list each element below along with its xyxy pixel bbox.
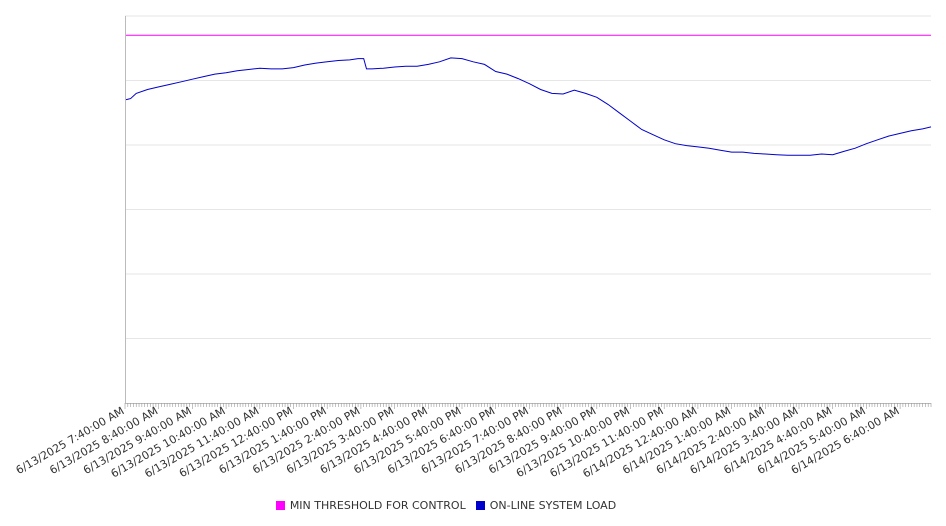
legend-label: MIN THRESHOLD FOR CONTROL [289, 499, 466, 512]
legend-swatch [475, 501, 485, 510]
x-axis-ticks [124, 403, 932, 409]
legend-label: ON-LINE SYSTEM LOAD [489, 499, 617, 512]
axes [125, 16, 931, 404]
legend-item: MIN THRESHOLD FOR CONTROL [275, 499, 466, 512]
series-line [124, 57, 932, 156]
series-layer [124, 34, 932, 156]
legend-item: ON-LINE SYSTEM LOAD [475, 499, 617, 512]
x-axis-tick-labels: 6/13/2025 7:40:00 AM6/13/2025 8:40:00 AM… [14, 404, 902, 480]
grid-lines [125, 15, 931, 339]
legend-swatch [275, 501, 285, 510]
chart-legend: MIN THRESHOLD FOR CONTROL ON-LINE SYSTEM … [0, 499, 892, 512]
